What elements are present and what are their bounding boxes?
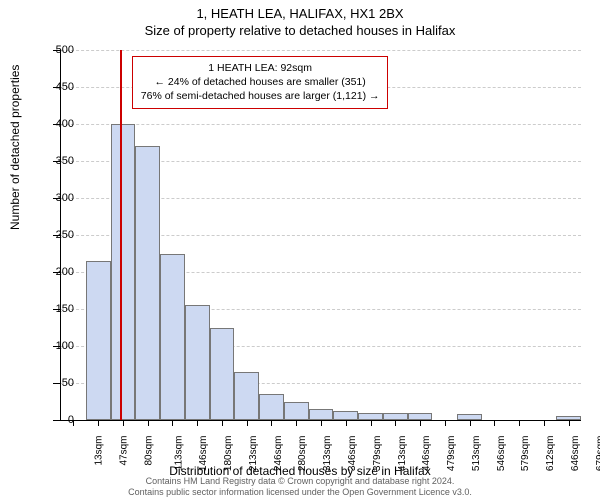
y-tick-label: 300 [56,192,74,204]
x-tick-label: 246sqm [273,436,284,472]
y-tick-label: 350 [56,155,74,167]
histogram-bar [333,411,358,420]
x-tick [247,420,248,426]
x-tick-label: 80sqm [143,436,154,466]
x-tick-label: 446sqm [421,436,432,472]
histogram-bar [259,394,284,420]
histogram-bar [234,372,259,420]
callout-line2: ← 24% of detached houses are smaller (35… [141,75,380,89]
title-address: 1, HEATH LEA, HALIFAX, HX1 2BX [0,6,600,23]
x-tick [222,420,223,426]
x-tick [296,420,297,426]
histogram-bar [408,413,433,420]
x-tick-label: 313sqm [322,436,333,472]
x-tick [519,420,520,426]
x-tick-label: 113sqm [173,436,184,471]
histogram-bar [284,402,309,421]
x-tick-label: 346sqm [347,436,358,472]
marker-line [120,50,122,420]
x-tick-label: 513sqm [471,436,482,472]
x-tick-label: 612sqm [545,436,556,472]
y-tick-label: 500 [56,44,74,56]
x-tick-label: 213sqm [248,436,259,472]
callout-line1: 1 HEATH LEA: 92sqm [141,61,380,75]
x-tick [445,420,446,426]
x-tick [371,420,372,426]
x-tick-label: 180sqm [223,436,234,472]
histogram-bar [358,413,383,420]
grid-line [61,50,581,51]
x-tick [569,420,570,426]
x-tick [98,420,99,426]
x-tick-label: 47sqm [119,436,130,466]
x-tick [271,420,272,426]
histogram-bar [210,328,235,421]
y-tick-label: 50 [62,377,74,389]
marker-callout: 1 HEATH LEA: 92sqm ← 24% of detached hou… [132,56,389,109]
x-tick-label: 146sqm [199,436,210,472]
y-tick-label: 0 [68,414,74,426]
plot-area: 1 HEATH LEA: 92sqm ← 24% of detached hou… [60,50,581,421]
y-tick-label: 100 [56,340,74,352]
x-tick-label: 13sqm [94,436,105,466]
grid-line [61,124,581,125]
x-tick [420,420,421,426]
x-tick [321,420,322,426]
x-tick [494,420,495,426]
attribution-block: Contains HM Land Registry data © Crown c… [0,476,600,498]
x-tick-label: 479sqm [446,436,457,472]
y-tick [53,383,61,384]
histogram-bar [309,409,334,420]
histogram-bar [160,254,185,421]
x-tick [346,420,347,426]
y-tick-label: 450 [56,81,74,93]
x-tick-label: 413sqm [397,436,408,472]
x-tick [470,420,471,426]
y-tick-label: 200 [56,266,74,278]
x-tick-label: 646sqm [570,436,581,472]
y-tick [53,420,61,421]
y-axis-title: Number of detached properties [8,65,22,230]
histogram-bar [111,124,136,420]
histogram-bar [86,261,111,420]
histogram-bar [185,305,210,420]
callout-line3: 76% of semi-detached houses are larger (… [141,89,380,103]
title-subtitle: Size of property relative to detached ho… [0,23,600,40]
chart-title-block: 1, HEATH LEA, HALIFAX, HX1 2BX Size of p… [0,0,600,40]
chart-container: 1, HEATH LEA, HALIFAX, HX1 2BX Size of p… [0,0,600,500]
x-tick-label: 546sqm [496,436,507,472]
x-tick-label: 280sqm [298,436,309,472]
histogram-bar [135,146,160,420]
x-tick [395,420,396,426]
y-tick-label: 250 [56,229,74,241]
attribution-line1: Contains HM Land Registry data © Crown c… [0,476,600,487]
x-tick [123,420,124,426]
x-tick [544,420,545,426]
x-tick-label: 679sqm [595,436,600,472]
histogram-bar [383,413,408,420]
y-tick-label: 400 [56,118,74,130]
x-tick [148,420,149,426]
x-tick-label: 379sqm [372,436,383,472]
y-tick-label: 150 [56,303,74,315]
x-tick [197,420,198,426]
x-tick-label: 579sqm [520,436,531,472]
x-tick [172,420,173,426]
attribution-line2: Contains public sector information licen… [0,487,600,498]
